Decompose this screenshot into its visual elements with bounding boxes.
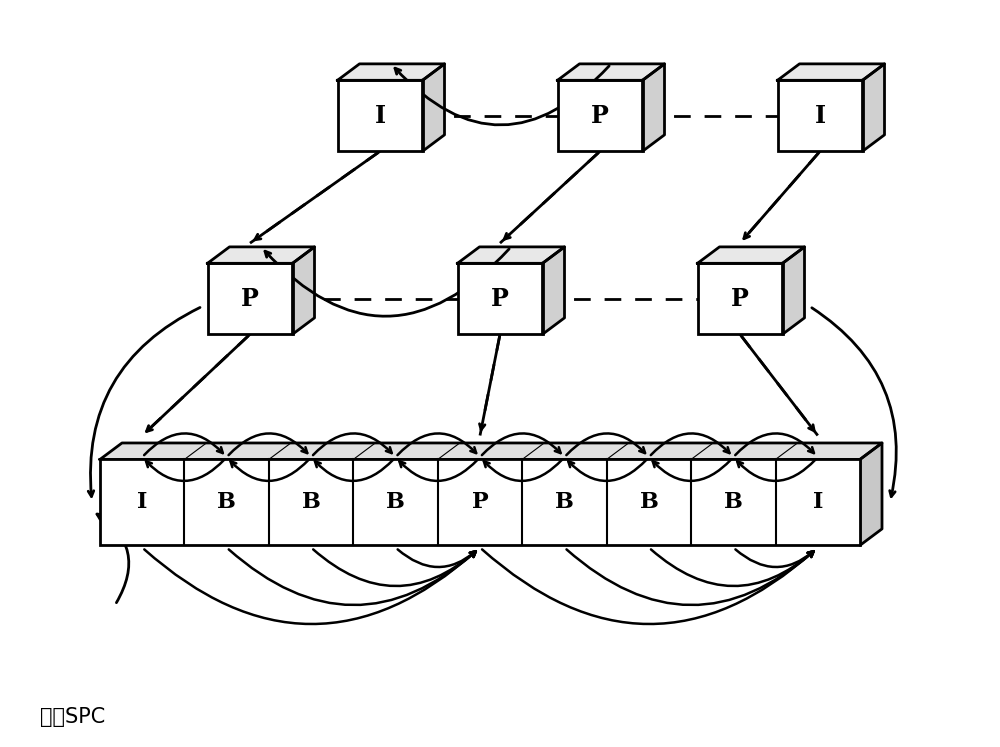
Text: 开头SPC: 开头SPC — [40, 707, 105, 727]
Text: B: B — [386, 492, 405, 513]
Text: I: I — [374, 104, 386, 128]
Text: B: B — [555, 492, 574, 513]
Text: B: B — [724, 492, 743, 513]
Text: P: P — [731, 287, 749, 311]
Text: B: B — [302, 492, 321, 513]
Polygon shape — [698, 247, 804, 264]
Text: I: I — [813, 492, 823, 513]
Polygon shape — [778, 64, 885, 81]
Text: P: P — [591, 104, 609, 128]
Bar — [698, 264, 782, 335]
Bar — [458, 264, 542, 335]
Bar — [208, 264, 292, 335]
Text: B: B — [217, 492, 236, 513]
Polygon shape — [458, 247, 564, 264]
Polygon shape — [422, 64, 444, 152]
Text: P: P — [491, 287, 509, 311]
Bar — [558, 81, 642, 152]
Text: P: P — [241, 287, 259, 311]
Polygon shape — [558, 64, 664, 81]
Bar — [338, 81, 422, 152]
Polygon shape — [860, 443, 882, 545]
Text: I: I — [814, 104, 826, 128]
Bar — [778, 81, 862, 152]
Polygon shape — [292, 247, 314, 335]
Text: I: I — [137, 492, 147, 513]
Bar — [100, 459, 860, 545]
Polygon shape — [100, 443, 882, 459]
Polygon shape — [542, 247, 564, 335]
Text: B: B — [639, 492, 658, 513]
Polygon shape — [642, 64, 664, 152]
Text: P: P — [472, 492, 488, 513]
Polygon shape — [782, 247, 804, 335]
Polygon shape — [862, 64, 885, 152]
Polygon shape — [338, 64, 444, 81]
Polygon shape — [208, 247, 314, 264]
